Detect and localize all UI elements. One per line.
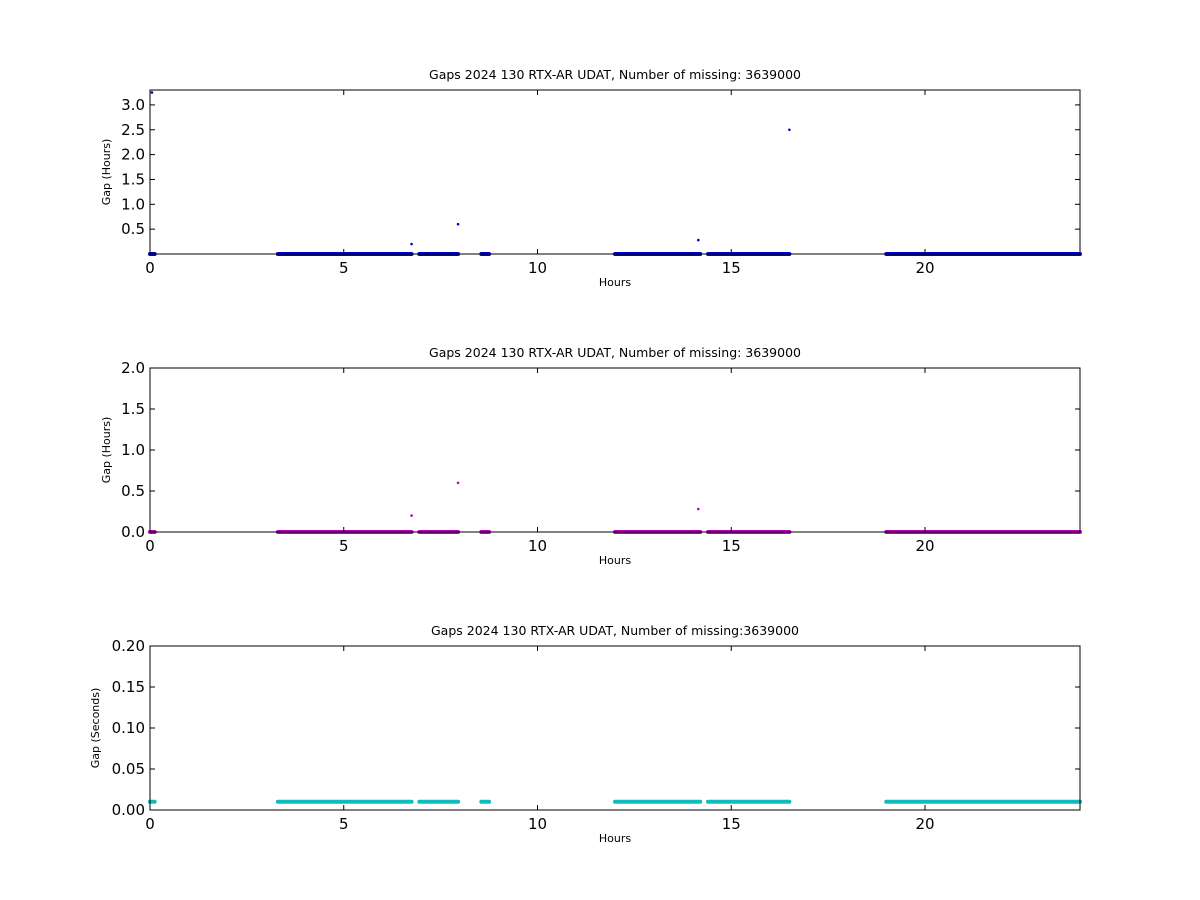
y-tick-label: 1.0	[121, 441, 145, 459]
y-tick-label: 2.0	[121, 359, 145, 377]
x-tick-label: 5	[339, 537, 349, 555]
x-tick-label: 20	[915, 259, 934, 277]
y-tick-label: 0.20	[112, 637, 145, 655]
plot-frame	[149, 367, 1081, 533]
gap-point	[456, 481, 460, 485]
chart-panel-gap-seconds-bottom: Gaps 2024 130 RTX-AR UDAT, Number of mis…	[89, 623, 1082, 845]
chart-title: Gaps 2024 130 RTX-AR UDAT, Number of mis…	[431, 623, 799, 638]
y-tick-label: 0.5	[121, 482, 145, 500]
x-tick-label: 15	[722, 537, 741, 555]
y-tick-label: 0.10	[112, 719, 145, 737]
y-tick-label: 0.0	[121, 523, 145, 541]
gap-point	[697, 238, 700, 242]
chart-title: Gaps 2024 130 RTX-AR UDAT, Number of mis…	[429, 345, 801, 360]
x-tick-label: 5	[339, 815, 349, 833]
y-tick-label: 0.00	[112, 801, 145, 819]
x-tick-label: 15	[722, 815, 741, 833]
x-tick-label: 20	[915, 537, 934, 555]
chart-panel-gap-hours-middle: Gaps 2024 130 RTX-AR UDAT, Number of mis…	[100, 345, 1082, 567]
y-tick-label: 0.05	[112, 760, 145, 778]
gap-point	[410, 514, 413, 517]
gap-point	[150, 91, 154, 94]
y-tick-label: 3.0	[121, 96, 145, 114]
y-axis-label: Gap (Hours)	[100, 139, 113, 206]
gap-point	[410, 242, 413, 246]
y-tick-label: 1.5	[121, 170, 145, 188]
y-tick-label: 2.5	[121, 121, 145, 139]
y-axis-label: Gap (Seconds)	[89, 688, 102, 769]
y-axis-label: Gap (Hours)	[100, 417, 113, 484]
x-tick-label: 10	[528, 259, 547, 277]
y-tick-label: 0.5	[121, 220, 145, 238]
plot-frame	[149, 89, 1081, 255]
chart-title: Gaps 2024 130 RTX-AR UDAT, Number of mis…	[429, 67, 801, 82]
x-tick-label: 0	[145, 815, 155, 833]
x-tick-label: 10	[528, 815, 547, 833]
y-tick-label: 1.5	[121, 400, 145, 418]
x-tick-label: 10	[528, 537, 547, 555]
x-axis-label: Hours	[599, 554, 631, 567]
gap-point	[697, 507, 700, 511]
chart-panel-gap-hours-top: Gaps 2024 130 RTX-AR UDAT, Number of mis…	[100, 67, 1082, 289]
x-axis-label: Hours	[599, 276, 631, 289]
y-tick-label: 0.15	[112, 678, 145, 696]
gap-point	[788, 128, 791, 132]
y-tick-label: 1.0	[121, 195, 145, 213]
plot-frame	[149, 645, 1081, 811]
x-tick-label: 20	[915, 815, 934, 833]
x-tick-label: 15	[722, 259, 741, 277]
x-tick-label: 0	[145, 537, 155, 555]
gap-point	[456, 222, 460, 226]
x-axis-label: Hours	[599, 832, 631, 845]
x-tick-label: 5	[339, 259, 349, 277]
y-tick-label: 2.0	[121, 146, 145, 164]
x-tick-label: 0	[145, 259, 155, 277]
